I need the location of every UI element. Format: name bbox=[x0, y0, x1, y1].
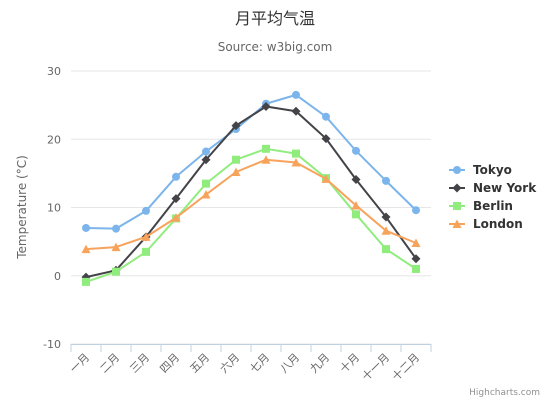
legend: Tokyo New York Berlin London bbox=[449, 163, 537, 231]
legend-item-london[interactable]: London bbox=[449, 217, 523, 231]
data-point-new-york bbox=[201, 155, 211, 165]
data-point-london bbox=[411, 238, 421, 247]
data-point-new-york bbox=[321, 134, 331, 144]
data-point-tokyo bbox=[202, 147, 210, 156]
data-point-tokyo bbox=[352, 146, 360, 155]
data-point-new-york bbox=[351, 175, 361, 185]
data-point-london bbox=[351, 200, 361, 210]
data-point-london bbox=[381, 226, 391, 235]
data-point-london bbox=[201, 190, 211, 199]
data-point-berlin bbox=[412, 264, 420, 273]
credits-link[interactable]: Highcharts.com bbox=[469, 388, 540, 398]
data-point-london bbox=[321, 174, 331, 183]
data-point-tokyo bbox=[412, 206, 420, 215]
data-point-berlin bbox=[352, 210, 360, 219]
y-tick-label: -10 bbox=[43, 338, 61, 351]
series-line-london bbox=[85, 158, 417, 251]
data-point-london bbox=[231, 167, 241, 177]
legend-item-tokyo[interactable]: Tokyo bbox=[449, 163, 512, 177]
data-point-berlin bbox=[262, 144, 270, 153]
data-point-london bbox=[141, 232, 151, 241]
y-tick-label: 20 bbox=[47, 133, 61, 146]
legend-label: Tokyo bbox=[473, 163, 512, 177]
data-point-london bbox=[111, 242, 121, 252]
data-point-berlin bbox=[382, 245, 390, 254]
legend-symbol bbox=[452, 183, 462, 193]
data-point-london bbox=[291, 157, 301, 167]
chart-subtitle: Source: w3big.com bbox=[218, 40, 333, 54]
data-point-tokyo bbox=[142, 206, 150, 215]
chart-title: 月平均气温 bbox=[235, 9, 315, 28]
data-point-tokyo bbox=[112, 224, 120, 233]
data-point-tokyo bbox=[82, 223, 90, 232]
y-tick-label: 0 bbox=[54, 270, 61, 283]
data-point-new-york bbox=[231, 121, 241, 131]
data-point-tokyo bbox=[322, 112, 330, 121]
data-point-berlin bbox=[292, 149, 300, 158]
data-point-new-york bbox=[381, 212, 391, 222]
data-point-new-york bbox=[291, 106, 301, 116]
legend-label: Berlin bbox=[473, 199, 513, 213]
data-point-tokyo bbox=[382, 176, 390, 185]
data-point-london bbox=[261, 155, 271, 164]
data-point-tokyo bbox=[292, 90, 300, 99]
legend-label: London bbox=[473, 217, 523, 231]
series-layer bbox=[81, 90, 421, 286]
data-point-new-york bbox=[261, 101, 271, 111]
legend-label: New York bbox=[473, 181, 537, 195]
legend-symbol bbox=[453, 166, 461, 174]
data-point-berlin bbox=[82, 277, 90, 286]
series-line-berlin bbox=[85, 147, 417, 283]
y-axis-ticks: -10 0 10 20 30 bbox=[43, 65, 61, 351]
legend-symbol bbox=[453, 202, 461, 210]
data-point-london bbox=[81, 244, 91, 254]
data-point-london bbox=[171, 213, 181, 222]
legend-symbol bbox=[452, 219, 462, 228]
data-point-new-york bbox=[411, 254, 421, 264]
data-point-berlin bbox=[112, 267, 120, 276]
data-point-berlin bbox=[202, 179, 210, 188]
y-tick-label: 10 bbox=[47, 202, 61, 215]
series-line-new-york bbox=[85, 105, 417, 279]
data-point-tokyo bbox=[172, 172, 180, 181]
data-point-berlin bbox=[232, 155, 240, 164]
legend-item-berlin[interactable]: Berlin bbox=[449, 199, 513, 213]
series-london[interactable] bbox=[81, 155, 421, 254]
data-point-berlin bbox=[142, 247, 150, 256]
legend-item-new-york[interactable]: New York bbox=[449, 181, 537, 195]
data-point-new-york bbox=[171, 194, 181, 204]
series-berlin[interactable] bbox=[82, 144, 420, 286]
y-axis-title: Temperature (°C) bbox=[15, 155, 29, 260]
y-tick-label: 30 bbox=[47, 65, 61, 78]
